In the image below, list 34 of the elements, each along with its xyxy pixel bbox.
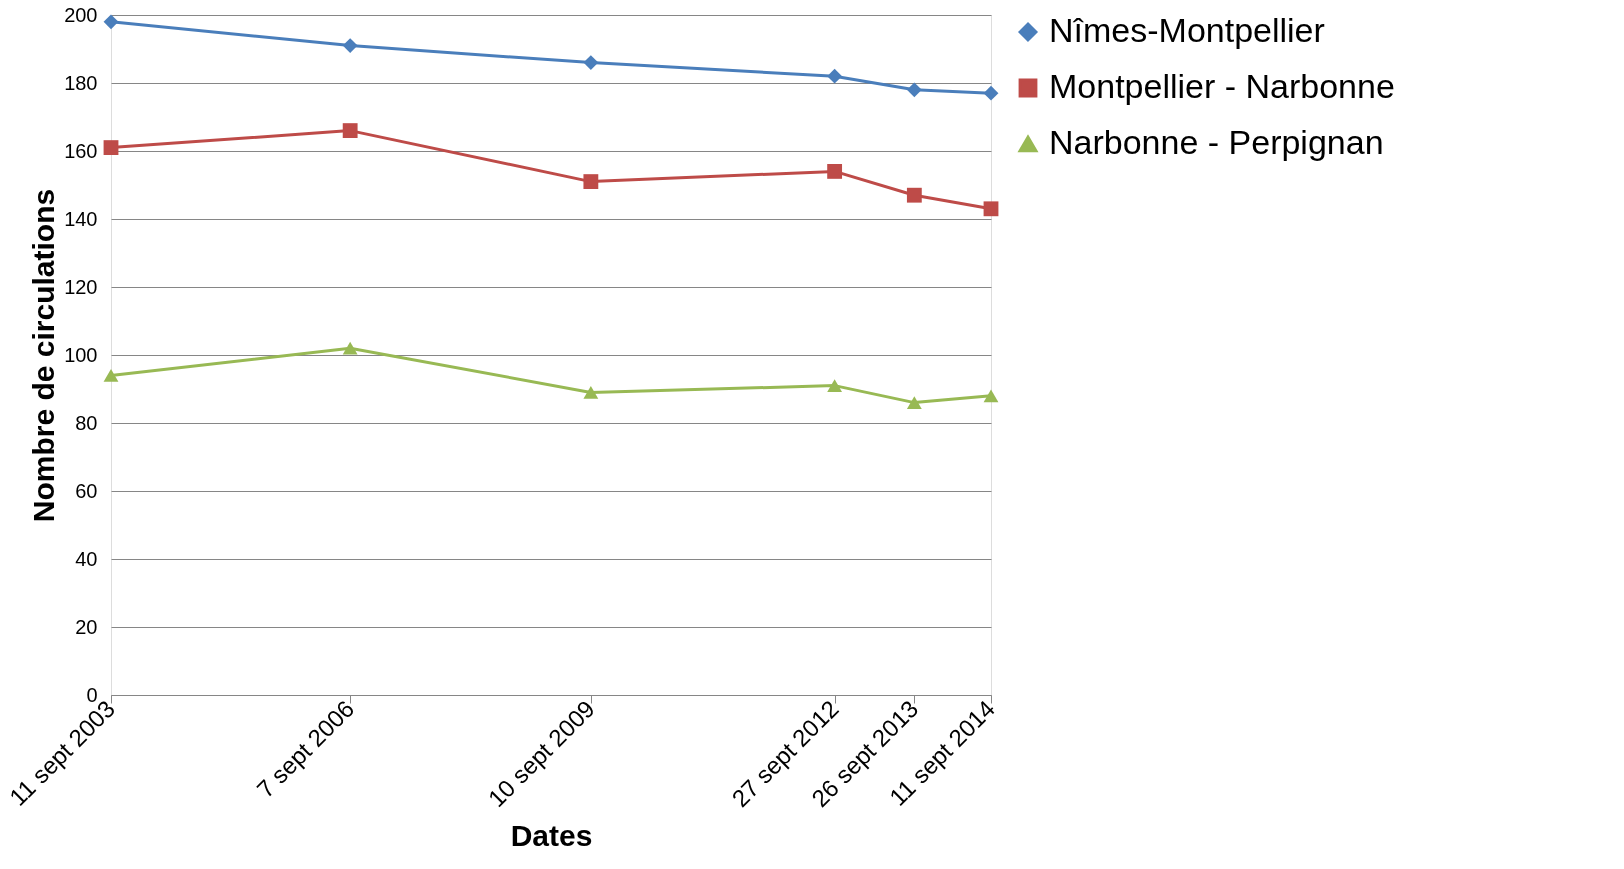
point (906, 396, 922, 410)
point (906, 82, 922, 98)
point (342, 341, 358, 355)
point (827, 379, 843, 393)
point (583, 55, 599, 71)
y-tick-label: 100 (64, 343, 98, 366)
legend-label: Montpellier - Narbonne (1049, 67, 1395, 105)
point (583, 174, 599, 190)
legend-label: Narbonne - Perpignan (1049, 123, 1384, 161)
y-tick-label: 200 (64, 3, 98, 26)
point (827, 68, 843, 84)
y-tick-label: 160 (64, 139, 98, 162)
y-tick-label: 60 (75, 479, 98, 502)
point (583, 385, 599, 399)
point (342, 123, 358, 139)
legend-label: Nîmes-Montpellier (1049, 11, 1325, 49)
point (906, 187, 922, 203)
y-tick-label: 20 (75, 615, 98, 638)
y-tick-label: 180 (64, 71, 98, 94)
point (103, 140, 119, 156)
point (983, 389, 999, 403)
point (983, 201, 999, 217)
point (103, 368, 119, 382)
y-tick-label: 80 (75, 411, 98, 434)
y-tick-label: 0 (86, 683, 98, 706)
y-tick-label: 120 (64, 275, 98, 298)
y-axis-title: Nombre de circulations (27, 188, 61, 523)
y-tick-label: 40 (75, 547, 98, 570)
point (103, 14, 119, 30)
x-axis-title: Dates (510, 819, 593, 853)
point (827, 163, 843, 179)
point (983, 85, 999, 101)
y-tick-label: 140 (64, 207, 98, 230)
point (342, 38, 358, 54)
